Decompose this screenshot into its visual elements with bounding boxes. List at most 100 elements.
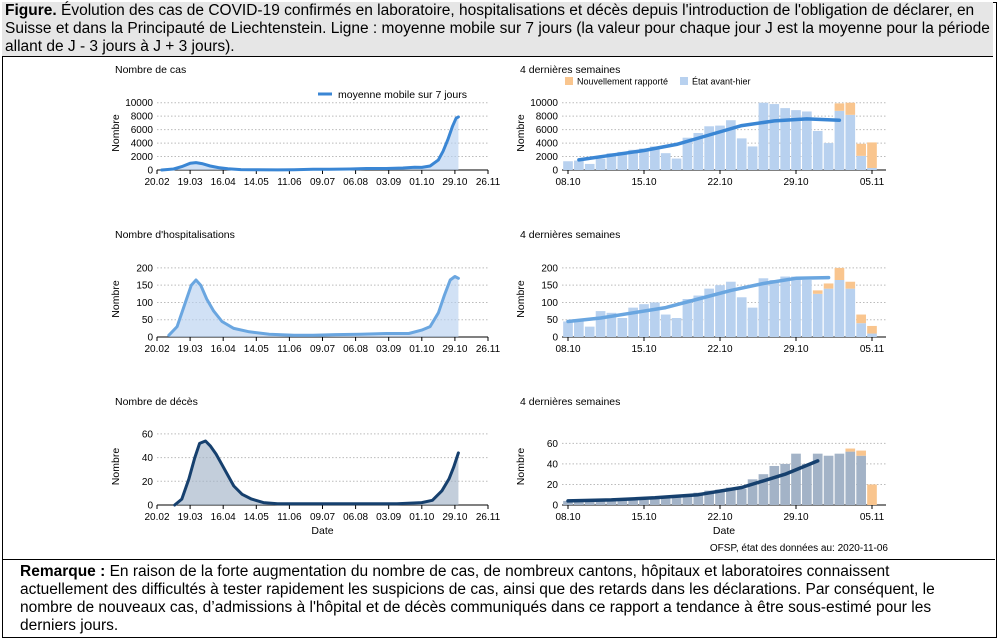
cases_recent-bar-new	[845, 102, 856, 115]
cases_recent-xtick-label: 22.10	[707, 177, 732, 188]
deaths_long-series-line	[173, 439, 460, 507]
hosp_recent-xtick-label: 15.10	[631, 344, 656, 355]
cases_long-ytick-label: 2000	[131, 152, 154, 163]
deaths_recent-xtick-label: 22.10	[707, 512, 732, 523]
cases_long-ytick-label: 4000	[131, 139, 154, 150]
hosp_recent-bar-new	[834, 267, 845, 280]
remark-label: Remarque :	[20, 563, 106, 580]
hosp_recent-bar	[758, 278, 769, 337]
deaths_long-ylabel: Nombre	[110, 448, 122, 486]
hosp_long-xtick-label: 11.06	[277, 344, 302, 355]
deaths_recent-bar	[693, 492, 704, 505]
deaths_recent-bar	[606, 499, 617, 505]
hosp_recent-bar	[595, 311, 606, 337]
hosp_recent-xtick-label: 05.11	[860, 344, 885, 355]
cases_recent-series-line	[577, 117, 842, 162]
hosp_recent-bar	[812, 293, 823, 337]
hosp_recent-bar	[617, 318, 628, 337]
cases_long-xtick-label: 03.09	[376, 177, 401, 188]
deaths_recent-bar	[747, 479, 758, 505]
cases_recent-bar	[769, 104, 780, 170]
cases_long-ytick-label: 10000	[125, 98, 153, 109]
deaths_recent-bar	[715, 489, 725, 505]
cases_recent-bar	[823, 143, 834, 170]
hosp_recent-bar	[791, 276, 801, 337]
cases_recent-xtick-label: 15.10	[631, 177, 656, 188]
cases_recent-ytick-label: 6000	[536, 125, 559, 136]
deaths_recent-title: 4 dernières semaines	[520, 396, 620, 408]
hosp_long-ylabel: Nombre	[110, 280, 122, 318]
deaths_long-xtick-label: 06.08	[343, 512, 368, 523]
cases_recent-bar-new	[834, 103, 845, 111]
deaths_recent-ytick-label: 40	[547, 459, 559, 470]
hosp_long-ytick-label: 200	[136, 263, 153, 274]
deaths_recent-bar	[736, 488, 747, 505]
deaths_long-xtick-label: 16.04	[211, 512, 236, 523]
hosp_recent-bar	[650, 302, 660, 337]
cases_long-series-line	[160, 115, 460, 172]
hosp_long-ytick-label: 50	[142, 315, 154, 326]
hosp_long-xtick-label: 01.10	[409, 344, 434, 355]
hosp_recent-bar	[563, 321, 573, 337]
hosp_long-xtick-label: 20.02	[144, 344, 169, 355]
cases_recent-bar	[812, 130, 823, 170]
deaths_long-ytick-label: 60	[142, 429, 154, 440]
hosp_recent-bar	[736, 297, 747, 337]
cases_long-xtick-label: 14.05	[244, 177, 269, 188]
deaths_recent-bar	[802, 463, 812, 505]
cases_recent-legend-label-base: État avant-hier	[692, 77, 751, 87]
deaths_long-area	[174, 441, 459, 505]
hosp_recent-bar	[639, 304, 649, 337]
deaths_long-xtick-label: 01.10	[409, 512, 434, 523]
hosp_recent-bar-new	[845, 281, 856, 289]
cases_long-ytick-label: 0	[147, 166, 153, 177]
deaths_recent-series-line	[566, 459, 820, 503]
deaths_recent-bar	[650, 498, 660, 505]
cases_recent-bar	[802, 111, 812, 170]
cases_recent-bar	[693, 133, 704, 170]
deaths_long-xtick-label: 09.07	[310, 512, 335, 523]
deaths_recent-bar	[726, 487, 736, 505]
deaths_recent-ytick-label: 20	[547, 480, 559, 491]
remark-text: En raison de la forte augmentation du no…	[20, 563, 935, 634]
hosp_recent-bar	[823, 288, 834, 337]
deaths_recent-bar	[563, 500, 573, 505]
hosp_recent-bar	[834, 280, 845, 337]
cases_recent-title: 4 dernières semaines	[520, 64, 620, 76]
charts-area: 0 2000 4000 6000 8000 10000 20.02 19.03 16.04 14.…	[110, 64, 888, 554]
deaths_long-xtick-label: 11.06	[277, 512, 302, 523]
cases_long-xtick-label: 16.04	[211, 177, 236, 188]
deaths_long-xtick-label: 19.03	[178, 512, 203, 523]
hosp_recent-bar	[802, 280, 812, 337]
cases_recent-bar	[617, 151, 628, 170]
hosp_recent-bar	[780, 276, 790, 337]
deaths_long-xtick-label: 29.10	[442, 512, 467, 523]
hosp_recent-bar	[704, 288, 714, 337]
deaths_recent-xtick-label: 29.10	[783, 512, 808, 523]
hosp_recent-ytick-label: 200	[541, 263, 558, 274]
cases_long-xtick-label: 06.08	[343, 177, 368, 188]
hosp_long-xtick-label: 14.05	[244, 344, 269, 355]
cases_recent-ytick-label: 8000	[536, 112, 559, 123]
deaths_recent-bar	[812, 453, 823, 505]
deaths_recent-bar	[628, 498, 638, 505]
deaths_recent-bar	[758, 474, 769, 505]
hosp_recent-xtick-label: 22.10	[707, 344, 732, 355]
hosp_recent-bar	[867, 333, 877, 337]
deaths_long-xtick-label: 20.02	[144, 512, 169, 523]
hosp_long-xtick-label: 03.09	[376, 344, 401, 355]
hosp_recent-bar	[856, 323, 866, 337]
hosp_recent-xtick-label: 08.10	[555, 344, 580, 355]
deaths_recent-bar	[845, 451, 856, 505]
hosp_recent-bar	[628, 307, 638, 337]
deaths_recent-ytick-label: 60	[547, 439, 559, 450]
cases_recent-bar	[584, 163, 595, 170]
hosp_long-xtick-label: 19.03	[178, 344, 203, 355]
deaths_recent-xtick-label: 15.10	[631, 512, 656, 523]
cases_recent-bar	[704, 126, 714, 170]
cases_recent-bar	[791, 110, 801, 170]
cases_recent-bar	[834, 110, 845, 170]
deaths_recent-ylabel: Nombre	[515, 448, 527, 486]
cases_recent-bar	[606, 153, 617, 170]
hosp_recent-bar-new	[856, 314, 866, 324]
